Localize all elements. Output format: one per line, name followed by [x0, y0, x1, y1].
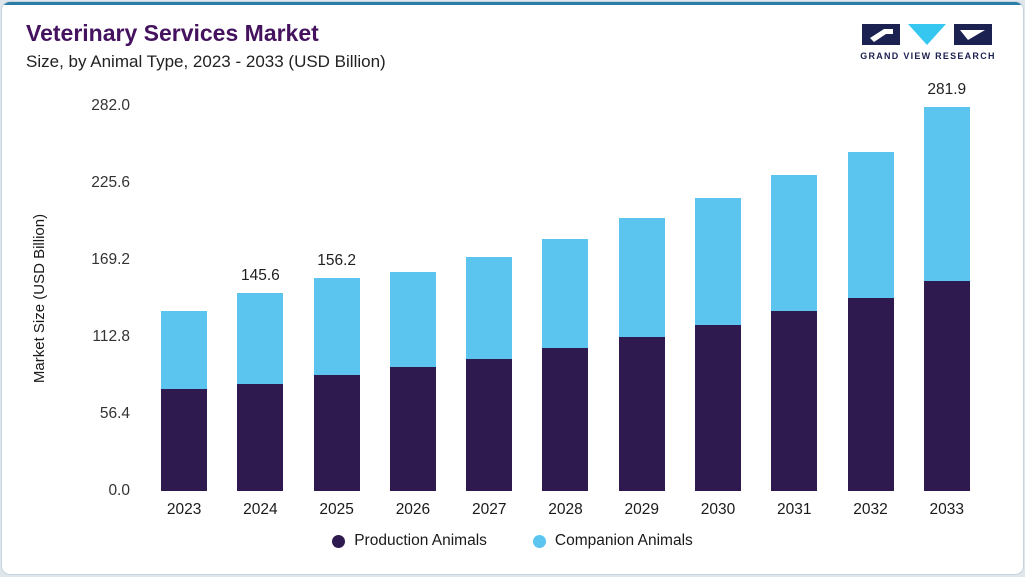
segment-companion-animals-2025: [313, 278, 360, 376]
bar-total-label-2024: 145.6: [241, 266, 280, 284]
y-tick-0.0: 0.0: [108, 482, 130, 500]
stacked-bar-2033: [923, 106, 970, 492]
x-label-2023: 2023: [166, 501, 202, 519]
x-axis-labels: 2023 2024 2025 2026 2027 2028 2029 2030 2031 2032…: [146, 501, 985, 519]
bar-2024: 145.6: [222, 106, 298, 492]
x-label-2027: 2027: [471, 501, 507, 519]
stacked-bar-2030: [694, 197, 741, 492]
segment-production-animals-2023: [161, 389, 208, 492]
stacked-bar-2032: [847, 151, 894, 492]
segment-production-animals-2028: [542, 348, 589, 492]
segment-production-animals-2027: [466, 359, 513, 492]
segment-companion-animals-2028: [542, 238, 589, 349]
segment-companion-animals-2027: [466, 256, 513, 360]
stacked-bar-2029: [618, 218, 665, 492]
bar-total-label-2025: 156.2: [317, 252, 357, 270]
legend-item-companion-animals: Companion Animals: [532, 532, 693, 550]
stacked-bar-2023: [161, 311, 208, 492]
stacked-bar-2025: [313, 278, 360, 492]
brand-logo-text: GRAND VIEW RESEARCH: [860, 51, 996, 61]
bar-2023: [146, 106, 222, 492]
segment-production-animals-2024: [237, 383, 284, 492]
y-tick-225.6: 225.6: [91, 174, 130, 192]
segment-production-animals-2031: [771, 311, 818, 492]
bar-2029: [604, 106, 680, 492]
top-accent-bar: [2, 2, 1023, 5]
bar-2028: [527, 106, 603, 492]
chart-legend: Production Animals Companion Animals: [2, 532, 1023, 550]
stacked-bar-2024: [237, 292, 284, 492]
segment-production-animals-2033: [923, 281, 970, 492]
bar-2025: 156.2: [299, 106, 375, 492]
x-label-2031: 2031: [777, 501, 812, 519]
bar-2031: [756, 106, 832, 492]
x-label-2026: 2026: [395, 501, 431, 519]
segment-companion-animals-2029: [618, 218, 665, 338]
y-tick-112.8: 112.8: [92, 328, 130, 346]
stacked-bar-2026: [389, 271, 436, 492]
plot-area: 145.6 156.2 281.9: [146, 81, 985, 492]
legend-label-companion-animals: Companion Animals: [554, 532, 693, 550]
bar-2026: [375, 106, 451, 492]
title-block: Veterinary Services Market Size, by Anim…: [26, 20, 386, 72]
bar-2033: 281.9: [909, 81, 985, 492]
segment-companion-animals-2032: [847, 151, 894, 298]
segment-companion-animals-2033: [923, 106, 970, 282]
stacked-bar-2028: [542, 238, 589, 492]
y-tick-169.2: 169.2: [91, 251, 130, 269]
segment-production-animals-2029: [618, 337, 665, 492]
y-tick-56.4: 56.4: [99, 405, 130, 423]
bar-2027: [451, 106, 527, 492]
chart-title: Veterinary Services Market: [26, 20, 319, 46]
segment-companion-animals-2030: [694, 197, 741, 325]
stacked-bar-2031: [771, 174, 818, 492]
brand-logo-icon: [862, 24, 992, 45]
brand-logo: GRAND VIEW RESEARCH: [859, 20, 997, 61]
x-label-2024: 2024: [243, 501, 278, 519]
chart-header: Veterinary Services Market Size, by Anim…: [2, 5, 1023, 72]
segment-production-animals-2025: [313, 375, 360, 492]
segment-companion-animals-2024: [237, 292, 284, 384]
segment-companion-animals-2031: [771, 174, 818, 312]
x-label-2032: 2032: [853, 501, 888, 519]
segment-production-animals-2030: [694, 324, 741, 492]
bar-total-label-2033: 281.9: [927, 80, 967, 98]
y-axis-title: Market Size (USD Billion): [16, 106, 64, 491]
x-label-2025: 2025: [319, 501, 354, 519]
legend-dot-production-animals: [332, 534, 346, 548]
bar-2032: [832, 106, 908, 492]
stacked-bar-2027: [466, 256, 513, 492]
bar-2030: [680, 106, 756, 492]
x-label-2033: 2033: [929, 501, 965, 519]
x-label-2030: 2030: [700, 501, 736, 519]
segment-production-animals-2032: [847, 297, 894, 492]
segment-production-animals-2026: [389, 367, 436, 492]
segment-companion-animals-2023: [161, 311, 208, 390]
x-label-2028: 2028: [548, 501, 583, 519]
x-label-2029: 2029: [624, 501, 659, 519]
legend-dot-companion-animals: [532, 534, 546, 548]
y-axis-title-text: Market Size (USD Billion): [31, 214, 49, 384]
stacked-bar-chart: Market Size (USD Billion) 282.0 225.6 169.…: [16, 81, 985, 519]
legend-item-production-animals: Production Animals: [332, 532, 487, 550]
chart-subtitle: Size, by Animal Type, 2023 - 2033 (USD B…: [26, 52, 386, 72]
y-axis-ticks: 282.0 225.6 169.2 112.8 56.4 0.0: [64, 97, 146, 499]
y-tick-282.0: 282.0: [91, 97, 130, 115]
legend-label-production-animals: Production Animals: [354, 532, 487, 550]
segment-companion-animals-2026: [389, 271, 436, 368]
